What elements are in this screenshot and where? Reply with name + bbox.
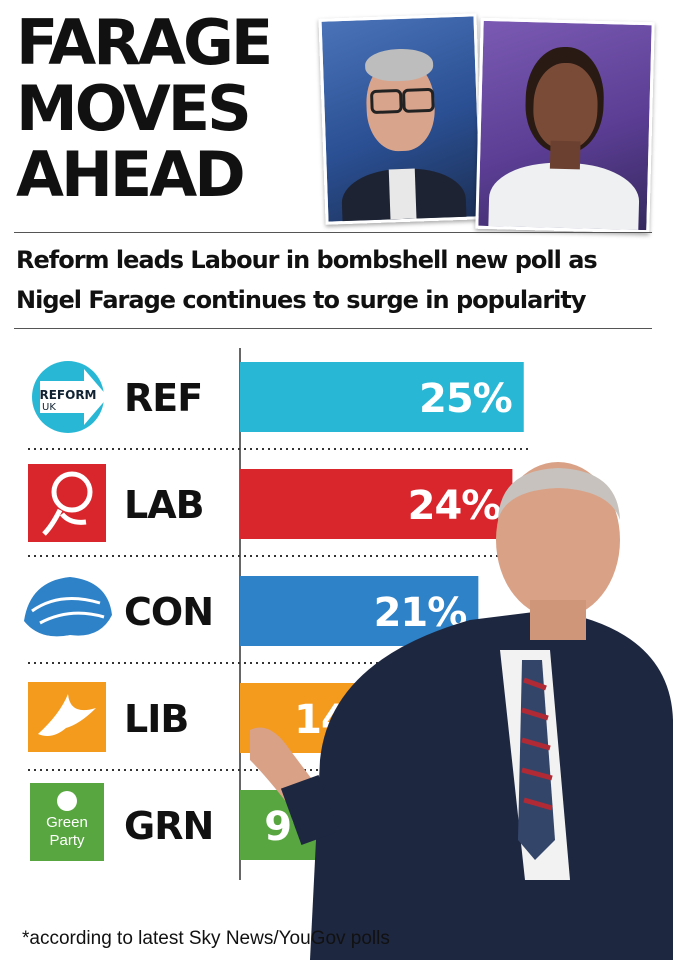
value-label: 21% (374, 590, 467, 636)
value-label: 25% (419, 376, 512, 422)
chart-row: LIB 14% (28, 682, 530, 771)
value-label: 9% (264, 804, 330, 850)
top-rule (14, 232, 652, 233)
bar (240, 469, 513, 539)
category-label: REF (124, 376, 202, 420)
headline: FARAGE MOVES AHEAD (16, 10, 316, 208)
category-label: GRN (124, 804, 213, 848)
reform-logo-subtext: UK (42, 402, 56, 413)
category-label: CON (124, 590, 213, 634)
subtitle-line-1: Reform leads Labour in bombshell new pol… (16, 246, 598, 274)
green-globe-icon (57, 791, 77, 811)
footnote: *according to latest Sky News/YouGov pol… (22, 928, 390, 949)
reform-arrow-icon (40, 369, 108, 425)
subtitle-line-2: Nigel Farage continues to surge in popul… (16, 286, 587, 314)
conservative-tree-lines (31, 597, 105, 625)
subtitle-rule (14, 328, 652, 329)
green-logo-subtext: Party (49, 832, 85, 849)
chart-row: CON 21% (24, 576, 530, 664)
category-label: LIB (124, 697, 188, 741)
headline-line-1: FARAGE (16, 6, 273, 79)
green-logo-text: Green (46, 814, 88, 831)
labour-rose-icon (51, 471, 93, 513)
libdem-bird-icon (38, 694, 96, 736)
subtitle: Reform leads Labour in bombshell new pol… (16, 240, 656, 320)
reform-logo-text: REFORM (39, 388, 96, 402)
headline-line-2: MOVES (16, 72, 252, 145)
value-label: 14% (294, 697, 387, 743)
party-logo (24, 577, 112, 637)
chart-row: LAB 24% (28, 464, 530, 557)
value-label: 24% (408, 483, 501, 529)
party-logo (28, 682, 106, 752)
headline-line-3: AHEAD (16, 138, 246, 211)
category-label: LAB (124, 483, 204, 527)
party-logo (28, 464, 106, 542)
labour-stem-icon (42, 508, 87, 536)
bar (240, 362, 524, 432)
